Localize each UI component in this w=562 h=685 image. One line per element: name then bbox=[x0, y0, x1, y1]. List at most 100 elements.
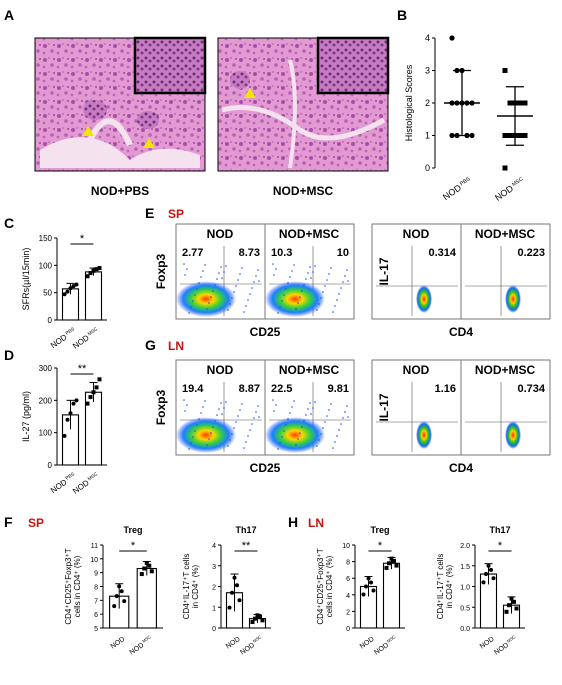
tissue-label-ln-g: LN bbox=[168, 339, 184, 353]
y-axis-label: CD4⁺CD25⁺Foxp3⁺T bbox=[316, 548, 325, 624]
micrograph-right bbox=[217, 36, 390, 172]
x-tick-label: NOD MSC bbox=[493, 175, 526, 202]
event-dot bbox=[257, 269, 259, 271]
event-dot bbox=[212, 426, 214, 428]
data-point bbox=[509, 596, 514, 601]
y-axis-label: Histological Scores bbox=[404, 64, 414, 141]
event-dot bbox=[258, 280, 260, 282]
event-dot bbox=[307, 272, 309, 274]
x-tick-label: NOD MSC bbox=[492, 634, 518, 656]
event-dot bbox=[293, 264, 295, 266]
event-dot bbox=[241, 403, 243, 405]
data-point bbox=[384, 565, 389, 570]
arrowhead-marker-icon bbox=[143, 138, 155, 148]
y-axis-label: in CD4⁺ (%) bbox=[191, 564, 200, 608]
significance-marker: * bbox=[131, 540, 136, 552]
event-dot bbox=[249, 293, 251, 295]
event-dot bbox=[275, 268, 277, 270]
bar bbox=[136, 567, 157, 629]
event-dot bbox=[285, 288, 287, 290]
event-dot bbox=[220, 266, 222, 268]
data-point bbox=[361, 592, 366, 597]
bar bbox=[84, 271, 103, 321]
data-point bbox=[449, 132, 455, 139]
panel-label-h: H bbox=[288, 514, 298, 530]
x-tick-label: NOD MSC bbox=[71, 326, 101, 351]
flow-plot-title: NOD+MSC bbox=[475, 227, 536, 241]
event-dot bbox=[332, 311, 334, 313]
y-tick-label: 7 bbox=[94, 598, 98, 605]
data-point bbox=[491, 576, 496, 581]
event-dot bbox=[340, 423, 342, 425]
event-density-cloud bbox=[505, 285, 521, 313]
arrowhead-marker-icon bbox=[82, 126, 94, 136]
significance-marker: ** bbox=[78, 363, 87, 375]
event-dot bbox=[251, 423, 253, 425]
event-dot bbox=[301, 426, 303, 428]
event-dot bbox=[194, 294, 196, 296]
panel-label-d: D bbox=[4, 347, 14, 363]
inset-zoom-left bbox=[133, 36, 207, 95]
data-point bbox=[94, 267, 99, 272]
event-dot bbox=[237, 415, 239, 417]
y-tick-label: 4 bbox=[425, 33, 430, 43]
event-dot bbox=[314, 401, 316, 403]
event-dot bbox=[309, 402, 311, 404]
event-dot bbox=[285, 424, 287, 426]
quadrant-value: 1.16 bbox=[435, 383, 456, 395]
event-dot bbox=[227, 309, 229, 311]
event-dot bbox=[336, 299, 338, 301]
data-point bbox=[97, 377, 102, 382]
data-point bbox=[91, 390, 96, 395]
flow-plot-title: NOD bbox=[207, 227, 234, 241]
event-dot bbox=[198, 418, 200, 420]
y-axis-label: cells in CD4⁺ (%) bbox=[325, 555, 334, 617]
quadrant-value: 19.4 bbox=[182, 383, 204, 395]
event-dot bbox=[239, 409, 241, 411]
event-density-cloud bbox=[265, 281, 325, 317]
event-dot bbox=[214, 284, 216, 286]
event-dot bbox=[186, 268, 188, 270]
event-dot bbox=[200, 412, 202, 414]
event-dot bbox=[241, 267, 243, 269]
y-axis-label: SFRs(µl/15min) bbox=[21, 248, 31, 311]
x-tick-label: NOD MSC bbox=[127, 634, 153, 656]
event-dot bbox=[258, 416, 260, 418]
caption-nod-pbs: NOD+PBS bbox=[91, 184, 149, 198]
y-axis-label: CD4⁺IL-17⁺T cells bbox=[182, 554, 191, 620]
data-point bbox=[119, 589, 124, 594]
data-point bbox=[486, 563, 491, 568]
event-dot bbox=[272, 399, 274, 401]
chart-title: Treg bbox=[370, 525, 389, 535]
y-tick-label: 1.5 bbox=[460, 564, 470, 571]
tissue-label-sp-e: SP bbox=[168, 207, 184, 221]
event-dot bbox=[297, 438, 299, 440]
event-dot bbox=[225, 401, 227, 403]
event-dot bbox=[307, 408, 309, 410]
event-dot bbox=[312, 407, 314, 409]
event-dot bbox=[330, 403, 332, 405]
x-tick-label: NOD bbox=[110, 636, 127, 651]
event-dot bbox=[192, 300, 194, 302]
event-dot bbox=[225, 265, 227, 267]
event-dot bbox=[257, 405, 259, 407]
event-dot bbox=[309, 266, 311, 268]
event-dot bbox=[312, 271, 314, 273]
y-axis-label: IL-17 bbox=[377, 393, 391, 421]
flow-plot-title: NOD bbox=[207, 363, 234, 377]
x-axis-label: CD4 bbox=[449, 325, 473, 339]
x-tick-label: NOD MSC bbox=[71, 471, 101, 496]
panel-label-c: C bbox=[4, 215, 14, 231]
event-dot bbox=[344, 411, 346, 413]
event-dot bbox=[283, 294, 285, 296]
event-dot bbox=[273, 410, 275, 412]
panel-label-a: A bbox=[4, 7, 14, 23]
event-dot bbox=[227, 445, 229, 447]
event-dot bbox=[322, 427, 324, 429]
significance-marker: * bbox=[378, 540, 383, 552]
event-dot bbox=[183, 399, 185, 401]
y-tick-label: 6 bbox=[346, 576, 350, 583]
